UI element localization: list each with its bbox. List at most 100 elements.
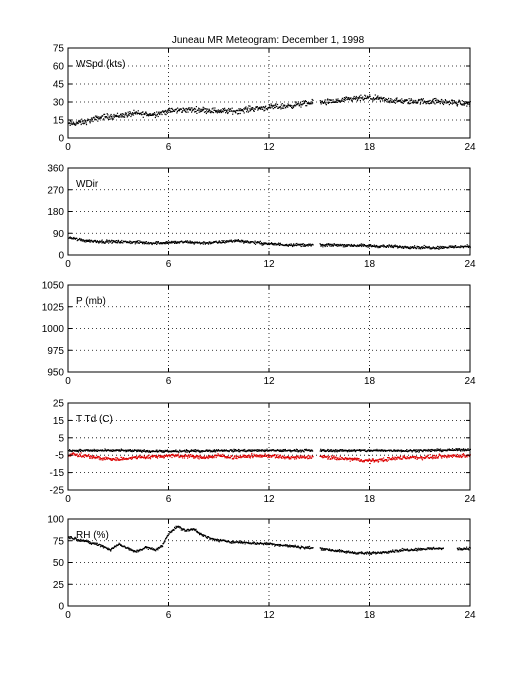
data-point [216, 110, 218, 112]
data-point [191, 529, 193, 531]
data-point [248, 541, 250, 543]
data-point [184, 241, 186, 243]
data-point [99, 116, 101, 118]
data-point [107, 118, 110, 120]
data-point [274, 454, 276, 456]
data-point [369, 462, 371, 465]
data-point [212, 107, 214, 109]
data-point [458, 449, 460, 451]
data-point [407, 247, 410, 249]
data-point [296, 545, 299, 547]
data-point [107, 450, 109, 452]
data-point [206, 450, 208, 452]
data-point [387, 246, 390, 248]
data-point [163, 542, 165, 544]
data-point [120, 544, 122, 546]
data-point [296, 242, 298, 245]
data-point [278, 107, 280, 109]
data-point [330, 449, 332, 451]
data-point [98, 242, 100, 244]
data-point [182, 242, 184, 244]
data-point [259, 107, 261, 109]
data-point [188, 451, 190, 454]
data-point [454, 454, 456, 456]
data-point [82, 120, 84, 122]
data-point [266, 109, 269, 111]
data-point [452, 245, 454, 247]
data-point [217, 539, 219, 541]
data-point [214, 450, 216, 452]
data-point [147, 546, 149, 548]
data-point [112, 118, 115, 120]
data-point [280, 108, 282, 110]
data-point [79, 450, 81, 453]
data-point [353, 450, 355, 452]
data-point [406, 456, 408, 458]
data-point [127, 546, 129, 548]
data-point [462, 103, 464, 105]
data-point [249, 542, 252, 544]
data-point [70, 536, 72, 538]
data-point [301, 245, 303, 247]
data-point [202, 242, 204, 244]
data-point [395, 99, 397, 102]
data-point [134, 112, 136, 114]
data-point [71, 537, 73, 539]
data-point [129, 449, 131, 451]
data-point [129, 549, 131, 551]
data-point [237, 110, 239, 112]
data-point [221, 110, 224, 112]
data-point [107, 547, 109, 549]
data-point [379, 245, 381, 247]
data-point [220, 454, 223, 456]
data-point [180, 529, 182, 531]
data-point [266, 242, 268, 244]
data-point [212, 456, 214, 458]
data-point [441, 451, 443, 453]
data-point [268, 242, 270, 244]
data-point [200, 533, 202, 535]
data-point [409, 449, 412, 451]
data-point [396, 97, 398, 99]
data-point [346, 245, 348, 247]
data-point [143, 450, 145, 452]
data-point [278, 242, 280, 244]
data-point [387, 550, 390, 552]
data-point [192, 454, 195, 457]
data-point [275, 450, 277, 452]
data-point [245, 454, 247, 457]
data-point [420, 102, 422, 104]
data-point [73, 537, 76, 539]
data-point [249, 110, 252, 112]
data-point [105, 450, 107, 452]
data-point [271, 106, 273, 108]
data-point [225, 240, 227, 242]
data-point [250, 241, 252, 243]
data-point [183, 457, 186, 459]
data-point [363, 460, 365, 462]
data-point [462, 450, 464, 452]
data-point [208, 241, 210, 244]
data-point [255, 241, 257, 243]
data-point [102, 449, 104, 451]
data-point [124, 546, 126, 549]
data-point [323, 449, 325, 451]
data-point [182, 110, 184, 112]
data-point [432, 454, 434, 457]
y-tick-label: 60 [53, 62, 65, 73]
data-point [268, 106, 270, 108]
data-point [112, 450, 114, 452]
data-point [104, 458, 106, 461]
data-point [359, 245, 361, 247]
data-point [126, 116, 128, 118]
data-point [243, 454, 245, 456]
data-point [368, 553, 370, 555]
data-point [228, 109, 230, 111]
data-point [188, 241, 190, 244]
data-point [106, 239, 108, 241]
data-point [164, 541, 166, 543]
data-point [441, 101, 443, 103]
y-tick-label: 0 [58, 602, 64, 613]
data-point [224, 107, 226, 109]
data-point [193, 243, 195, 245]
